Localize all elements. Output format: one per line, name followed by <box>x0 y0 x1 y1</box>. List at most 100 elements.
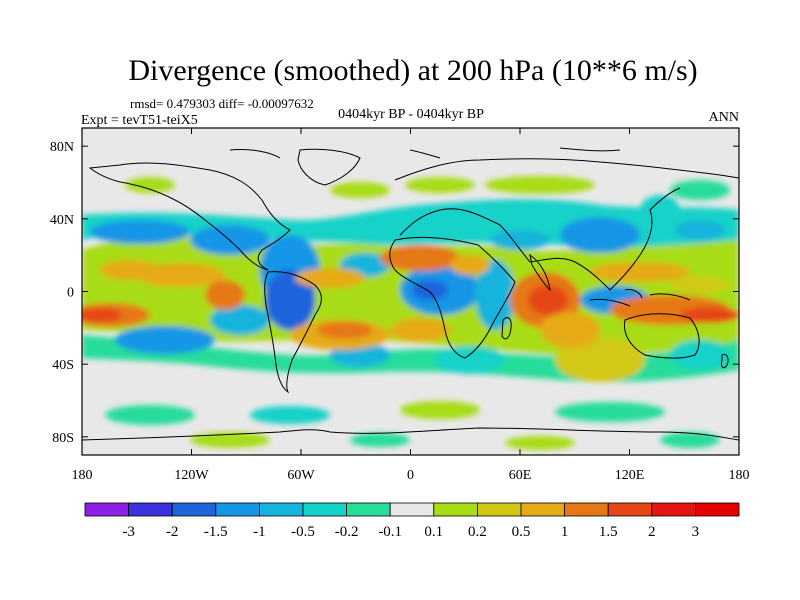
field-patch <box>555 338 645 382</box>
colorbar-label: -0.2 <box>335 524 359 540</box>
colorbar-swatch <box>651 502 696 517</box>
y-tick-label: 80S <box>52 431 74 446</box>
coastline-antarctica <box>82 427 739 441</box>
colorbar-swatch <box>346 502 391 517</box>
field-patch <box>265 270 315 330</box>
colorbar-label: -0.1 <box>378 524 402 540</box>
coastline-greenland <box>297 148 361 186</box>
colorbar-label: -2 <box>166 524 179 540</box>
field-patch <box>190 432 270 448</box>
colorbar-swatch <box>695 502 740 517</box>
x-tick-label: 120E <box>615 468 645 483</box>
colorbar-swatch <box>520 502 565 517</box>
field-patch <box>670 340 730 370</box>
colorbar-swatch <box>258 502 304 517</box>
stats-label: rmsd= 0.479303 diff= -0.00097632 <box>130 96 314 111</box>
coastline-eurasia <box>394 158 739 291</box>
x-tick-label: 60E <box>509 468 532 483</box>
x-tick-label: 120W <box>174 468 209 483</box>
field-patch <box>90 220 190 244</box>
field-patch <box>560 217 640 253</box>
colorbar: -3 -2 -1.5 -1 -0.5 -0.2 -0.1 0.1 0.2 0.5 1 1.5 2 3 <box>84 502 740 540</box>
y-tick-label: 40S <box>52 358 74 373</box>
x-tick-label: 180 <box>72 468 93 483</box>
field-patch <box>210 305 270 335</box>
x-axis: 180 120W 60W 0 60E 120E 180 <box>72 128 750 483</box>
field-patch <box>590 262 690 282</box>
field-patch <box>105 405 195 425</box>
colorbar-swatch <box>215 502 260 517</box>
divergence-field <box>82 176 739 450</box>
colorbar-swatch <box>564 502 609 517</box>
y-tick-label: 40N <box>50 213 74 228</box>
colorbar-label: 0.5 <box>512 524 531 540</box>
coastlines <box>82 147 739 441</box>
field-patch <box>485 176 595 194</box>
field-patch <box>670 180 730 200</box>
colorbar-label: 1 <box>561 524 569 540</box>
colorbar-swatch <box>302 502 347 517</box>
colorbar-label: -1 <box>253 524 266 540</box>
field-patch <box>82 308 122 322</box>
colorbar-swatch <box>607 502 653 517</box>
field-patch <box>100 260 160 280</box>
field-patch <box>205 280 245 310</box>
coastline-india <box>529 253 551 292</box>
field-patch <box>670 277 730 293</box>
field-patch <box>555 402 665 422</box>
field-patch <box>350 433 410 447</box>
field-patch <box>405 177 475 193</box>
field-patch <box>412 280 448 300</box>
field-patch <box>675 220 725 240</box>
colorbar-label: -1.5 <box>204 524 228 540</box>
experiment-label: Expt = tevT51-teiX5 <box>81 113 198 128</box>
colorbar-swatch <box>433 502 478 517</box>
coastline-maritime <box>589 289 691 307</box>
colorbar-swatch <box>128 502 173 517</box>
colorbar-label: 2 <box>648 524 656 540</box>
field-patch <box>490 230 550 250</box>
x-tick-label: 180 <box>729 468 750 483</box>
colorbar-swatch <box>389 502 435 517</box>
field-patch <box>380 245 460 271</box>
season-label: ANN <box>709 110 739 125</box>
field-patch <box>435 346 505 374</box>
field-patch <box>317 321 373 339</box>
field-patch <box>400 401 480 419</box>
field-patch <box>528 285 568 315</box>
field-patch <box>660 432 720 448</box>
field-patch <box>450 255 490 275</box>
colorbar-label: -3 <box>122 524 135 540</box>
colorbar-label: 3 <box>692 524 700 540</box>
coastline-south-america <box>264 271 322 394</box>
colorbar-label: 1.5 <box>599 524 618 540</box>
x-tick-label: 60W <box>287 468 315 483</box>
coastline-north-america <box>88 162 291 271</box>
y-tick-label: 0 <box>67 286 74 301</box>
coastline-new-zealand <box>721 353 729 369</box>
field-patch <box>505 436 575 450</box>
field-patch <box>680 307 739 323</box>
field-patch <box>540 312 600 348</box>
colorbar-label: -0.5 <box>291 524 315 540</box>
y-axis: 80N 40N 0 40S 80S <box>50 140 739 446</box>
field-patch <box>250 406 330 424</box>
period-label: 0404kyr BP - 0404kyr BP <box>338 107 484 122</box>
field-patch <box>390 318 450 342</box>
colorbar-swatch <box>476 502 522 517</box>
colorbar-label: 0.1 <box>424 524 443 540</box>
coastline-arctic <box>229 147 621 159</box>
colorbar-swatch <box>84 502 129 517</box>
x-tick-label: 0 <box>407 468 414 483</box>
field-patch <box>330 182 390 198</box>
field-patch <box>295 268 365 288</box>
chart-title: Divergence (smoothed) at 200 hPa (10**6 … <box>128 54 697 87</box>
colorbar-swatch <box>171 502 217 517</box>
y-tick-label: 80N <box>50 140 74 155</box>
coastline-australia <box>623 313 700 359</box>
coastline-africa <box>389 237 516 359</box>
coastline-madagascar <box>501 317 512 340</box>
field-patch <box>640 195 680 225</box>
field-patch <box>475 260 515 330</box>
